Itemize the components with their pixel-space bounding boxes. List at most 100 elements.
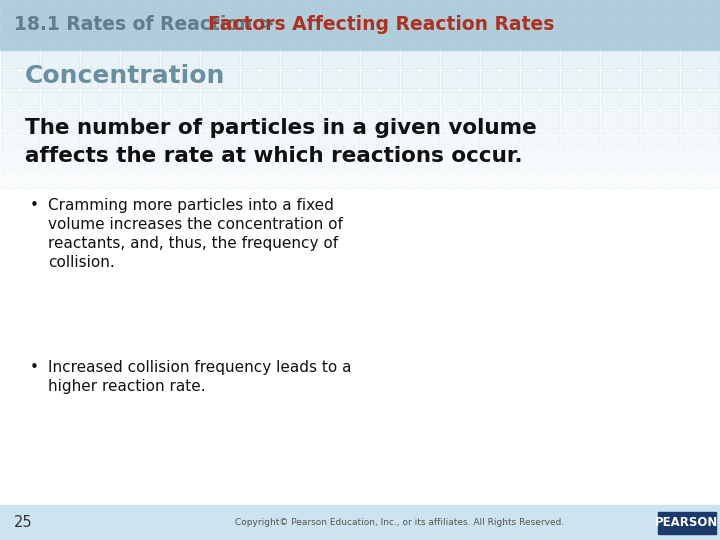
Bar	[701, 71, 719, 89]
Bar	[621, 91, 639, 109]
Bar	[381, 151, 399, 169]
Bar	[621, 151, 639, 169]
Bar	[481, 31, 499, 49]
Bar	[121, 71, 139, 89]
Bar	[21, 131, 39, 149]
Bar	[541, 111, 559, 129]
Bar	[381, 31, 399, 49]
Bar	[1, 0, 19, 9]
Bar	[1, 151, 19, 169]
Text: Cramming more particles into a fixed: Cramming more particles into a fixed	[48, 198, 334, 213]
Bar	[221, 31, 239, 49]
Bar	[321, 151, 339, 169]
Bar	[261, 91, 279, 109]
Bar	[441, 31, 459, 49]
Bar	[441, 131, 459, 149]
Bar	[601, 111, 619, 129]
Bar	[381, 111, 399, 129]
Bar	[641, 31, 659, 49]
Bar	[321, 0, 339, 9]
Bar	[1, 131, 19, 149]
Text: PEARSON: PEARSON	[655, 516, 719, 529]
Bar	[381, 131, 399, 149]
Bar	[521, 71, 539, 89]
Bar	[121, 171, 139, 189]
Bar	[221, 11, 239, 29]
Bar	[1, 71, 19, 89]
Bar	[201, 31, 219, 49]
Bar	[341, 31, 359, 49]
Bar	[481, 91, 499, 109]
Bar	[21, 51, 39, 69]
Bar	[341, 51, 359, 69]
Bar	[481, 11, 499, 29]
Bar	[61, 51, 79, 69]
Bar	[1, 31, 19, 49]
Bar	[361, 71, 379, 89]
Bar	[581, 51, 599, 69]
Bar	[261, 171, 279, 189]
Bar	[681, 111, 699, 129]
Bar	[361, 91, 379, 109]
Bar	[561, 111, 579, 129]
Bar	[161, 51, 179, 69]
Bar	[341, 71, 359, 89]
Bar	[681, 11, 699, 29]
Bar	[601, 51, 619, 69]
Text: •: •	[30, 360, 39, 375]
Bar	[641, 0, 659, 9]
Bar	[281, 11, 299, 29]
Bar	[461, 0, 479, 9]
Bar	[201, 131, 219, 149]
Bar	[701, 151, 719, 169]
Bar	[681, 171, 699, 189]
Bar	[121, 131, 139, 149]
Bar	[161, 111, 179, 129]
Bar	[381, 71, 399, 89]
Bar	[421, 31, 439, 49]
Bar	[61, 11, 79, 29]
Bar	[161, 0, 179, 9]
Bar	[201, 51, 219, 69]
Bar	[121, 111, 139, 129]
Bar	[461, 31, 479, 49]
Bar	[661, 51, 679, 69]
Bar	[381, 0, 399, 9]
Bar	[701, 131, 719, 149]
Bar	[181, 111, 199, 129]
Bar	[181, 11, 199, 29]
Bar	[561, 0, 579, 9]
Bar	[241, 31, 259, 49]
Bar	[101, 0, 119, 9]
Bar	[161, 11, 179, 29]
Bar	[581, 11, 599, 29]
Bar	[601, 31, 619, 49]
Bar	[281, 131, 299, 149]
Bar	[701, 51, 719, 69]
Text: The number of particles in a given volume: The number of particles in a given volum…	[25, 118, 536, 138]
Bar	[41, 31, 59, 49]
Bar	[221, 91, 239, 109]
Bar	[321, 11, 339, 29]
Bar	[681, 31, 699, 49]
Bar	[221, 151, 239, 169]
Bar	[121, 0, 139, 9]
Bar	[501, 151, 519, 169]
Bar	[221, 0, 239, 9]
Bar	[201, 91, 219, 109]
Bar	[361, 131, 379, 149]
Bar	[601, 0, 619, 9]
Bar	[141, 11, 159, 29]
Bar	[61, 151, 79, 169]
Bar	[241, 111, 259, 129]
Bar	[421, 91, 439, 109]
Bar	[201, 0, 219, 9]
Bar	[541, 151, 559, 169]
Bar	[301, 0, 319, 9]
Bar	[301, 71, 319, 89]
Bar	[61, 0, 79, 9]
Text: Copyright© Pearson Education, Inc., or its affiliates. All Rights Reserved.: Copyright© Pearson Education, Inc., or i…	[235, 518, 564, 527]
Bar	[541, 0, 559, 9]
Bar	[0, 505, 720, 540]
Bar	[641, 151, 659, 169]
